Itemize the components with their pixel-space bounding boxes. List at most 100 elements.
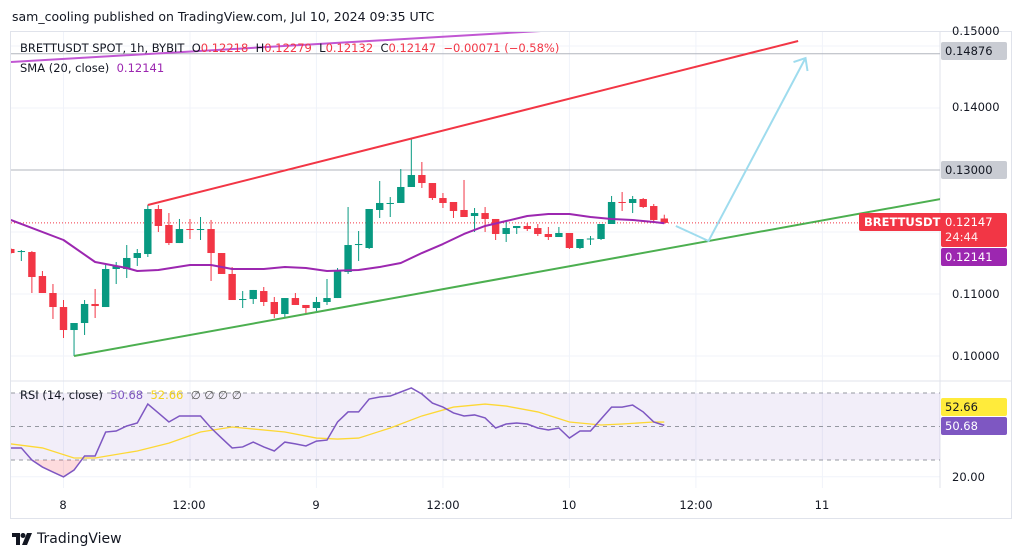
candle-body bbox=[576, 239, 584, 248]
symbol-tag: BRETTUSDT bbox=[859, 213, 946, 231]
candle-body bbox=[17, 251, 26, 253]
time-label: 12:00 bbox=[679, 498, 713, 512]
candle-body bbox=[513, 225, 521, 229]
change-value: −0.00071 (−0.58%) bbox=[443, 41, 560, 55]
candle-body bbox=[291, 298, 300, 305]
last-price: 0.12147 bbox=[945, 215, 993, 229]
candle-body bbox=[165, 224, 173, 244]
candle-body bbox=[101, 269, 110, 308]
candle-body bbox=[28, 252, 36, 278]
candle bbox=[312, 296, 321, 311]
candle bbox=[70, 323, 78, 356]
rsi-oversold-fill bbox=[11, 460, 665, 477]
candle-body bbox=[80, 303, 89, 324]
rsi-ma-value: 52.66 bbox=[150, 388, 184, 402]
price-tick: 0.11000 bbox=[952, 287, 1000, 301]
candle-body bbox=[38, 276, 47, 294]
candle bbox=[502, 222, 510, 242]
candle bbox=[38, 270, 47, 294]
rsi-legend[interactable]: RSI (14, close) 50.68 52.66 ∅ ∅ ∅ ∅ bbox=[20, 388, 242, 402]
candle-body bbox=[407, 175, 416, 187]
sma-legend[interactable]: SMA (20, close) 0.12141 bbox=[20, 61, 164, 75]
rsi-pane bbox=[11, 387, 940, 478]
candle-body bbox=[618, 201, 626, 203]
candle-body bbox=[270, 301, 278, 315]
candle-body bbox=[449, 201, 458, 211]
time-label: 12:00 bbox=[172, 498, 206, 512]
chart-frame bbox=[10, 31, 1012, 519]
candle-body bbox=[365, 208, 373, 248]
candle-body bbox=[628, 199, 637, 203]
level-tag-14876[interactable]: 0.14876 bbox=[941, 42, 1007, 60]
candle-body bbox=[428, 183, 437, 199]
candle bbox=[101, 264, 110, 308]
candle bbox=[555, 226, 563, 238]
sma-line bbox=[11, 213, 665, 272]
candle-body bbox=[344, 245, 352, 272]
candle-body bbox=[397, 186, 405, 203]
candle bbox=[513, 225, 521, 234]
candle-body bbox=[481, 213, 489, 219]
candle bbox=[576, 239, 584, 249]
low-value: 0.12132 bbox=[325, 41, 374, 55]
tradingview-logo[interactable]: TradingView bbox=[12, 531, 122, 547]
candle bbox=[260, 286, 268, 307]
candle bbox=[186, 218, 194, 240]
candle-body bbox=[460, 209, 468, 217]
candle-body bbox=[144, 208, 152, 255]
symbol-name[interactable]: BRETTUSDT SPOT, 1h, BYBIT bbox=[20, 41, 185, 55]
candle bbox=[49, 284, 57, 319]
candle-body bbox=[281, 298, 289, 315]
candle-body bbox=[70, 323, 78, 331]
last-price-tag: 0.12147 24:44 bbox=[941, 213, 1007, 247]
tradingview-logo-icon bbox=[12, 533, 32, 545]
candle bbox=[196, 216, 205, 240]
candle bbox=[428, 183, 437, 201]
rsi-empty-values: ∅ ∅ ∅ ∅ bbox=[190, 388, 242, 402]
candle bbox=[586, 236, 595, 246]
candle-body bbox=[207, 229, 215, 254]
candle bbox=[133, 248, 141, 266]
candle bbox=[439, 193, 447, 209]
candle bbox=[481, 207, 489, 232]
candle-body bbox=[354, 244, 363, 246]
candle-body bbox=[228, 273, 236, 301]
candle bbox=[17, 249, 26, 262]
candle-body bbox=[597, 224, 605, 240]
candle bbox=[597, 224, 605, 240]
open-label: O bbox=[191, 41, 201, 55]
arrow-head-icon bbox=[793, 56, 809, 72]
open-value: 0.12218 bbox=[200, 41, 249, 55]
high-value: 0.12279 bbox=[264, 41, 312, 55]
candle-body bbox=[302, 304, 310, 309]
candle-body bbox=[386, 202, 394, 204]
sma-price-tag: 0.12141 bbox=[941, 248, 1007, 266]
rsi-value: 50.68 bbox=[110, 388, 144, 402]
candle bbox=[618, 192, 626, 211]
candle bbox=[28, 251, 36, 294]
candle-body bbox=[91, 303, 99, 307]
candle-body bbox=[59, 307, 68, 331]
candle-body bbox=[565, 232, 574, 248]
brand-name: TradingView bbox=[37, 531, 122, 547]
candle-body bbox=[112, 265, 120, 270]
candle bbox=[365, 208, 373, 249]
candle-body bbox=[523, 225, 531, 230]
candle bbox=[523, 223, 531, 232]
time-label: 10 bbox=[561, 498, 577, 512]
candle bbox=[565, 232, 574, 249]
candle bbox=[165, 213, 173, 246]
rsi-ma-line bbox=[11, 403, 665, 459]
candle bbox=[175, 218, 184, 244]
rsi-tag: 50.68 bbox=[941, 417, 1007, 435]
candle-body bbox=[133, 253, 141, 258]
candle bbox=[534, 224, 542, 237]
candle-body bbox=[660, 218, 668, 223]
candle bbox=[470, 208, 479, 232]
candle bbox=[91, 288, 99, 318]
candle-body bbox=[639, 199, 647, 208]
candle bbox=[238, 291, 247, 309]
candle-body bbox=[439, 198, 447, 203]
level-tag-13000[interactable]: 0.13000 bbox=[941, 161, 1007, 179]
